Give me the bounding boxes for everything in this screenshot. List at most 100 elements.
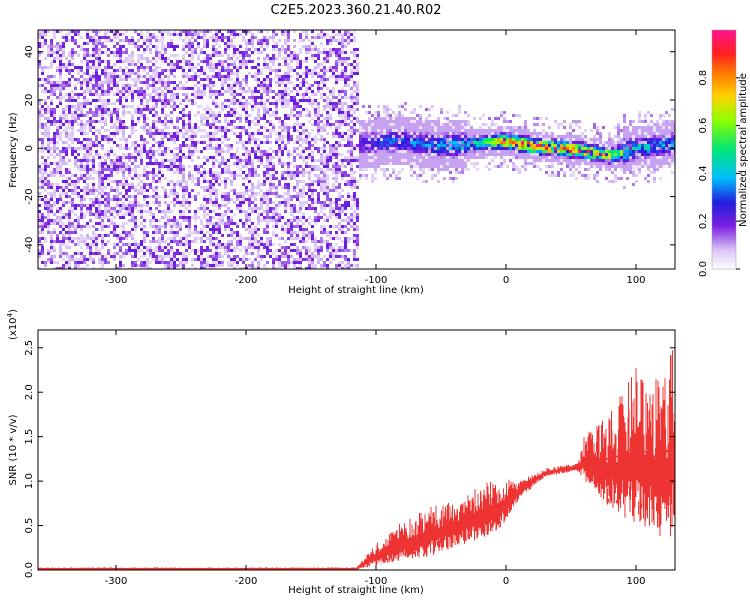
spectrogram-cell: [65, 192, 68, 195]
spectrogram-cell: [209, 174, 212, 177]
spectrogram-cell: [329, 42, 332, 45]
spectrogram-cell: [284, 186, 287, 189]
spectrogram-cell: [143, 165, 146, 168]
spectrogram-cell: [74, 78, 77, 81]
spectrogram-cell: [107, 108, 110, 111]
spectrogram-cell: [347, 75, 350, 78]
spectrogram-cell: [59, 63, 62, 66]
spectrogram-cell: [92, 240, 95, 243]
spectrogram-cell: [71, 120, 74, 123]
spectrogram-cell: [308, 264, 311, 267]
spectrogram-cell: [296, 117, 299, 120]
spectrogram-cell: [179, 222, 182, 225]
spectrogram-cell: [116, 171, 119, 174]
spectrogram-cell: [194, 165, 197, 168]
spectrogram-cell: [332, 90, 335, 93]
spectrogram-cell: [50, 219, 53, 222]
spectrogram-cell: [278, 48, 281, 51]
spectrogram-cell: [266, 39, 269, 42]
spectrogram-cell: [305, 30, 308, 33]
spectrogram-cell: [185, 240, 188, 243]
spectrogram-cell: [191, 126, 194, 129]
spectrogram-cell: [53, 246, 56, 249]
spectrogram-cell: [80, 201, 83, 204]
spectrogram-cell: [215, 195, 218, 198]
spectrogram-cell: [221, 105, 224, 108]
spectrogram-cell: [146, 231, 149, 234]
spectrogram-cell: [260, 84, 263, 87]
spectrogram-cell: [86, 264, 89, 267]
spectrogram-cell: [209, 201, 212, 204]
spectrogram-cell: [185, 144, 188, 147]
spectrogram-cell: [302, 189, 305, 192]
spectrogram-cell: [56, 135, 59, 138]
spectrogram-cell: [194, 240, 197, 243]
spectrogram-cell: [95, 69, 98, 72]
spectrogram-cell: [38, 255, 41, 258]
spectrogram-cell: [62, 237, 65, 240]
spectrogram-cell: [152, 180, 155, 183]
spectrogram-cell: [185, 192, 188, 195]
spectrogram-cell: [224, 192, 227, 195]
spectrogram-cell: [164, 189, 167, 192]
spectrogram-cell: [161, 72, 164, 75]
spectrogram-cell: [164, 240, 167, 243]
spectrogram-cell: [140, 147, 143, 150]
spectrogram-cell: [125, 222, 128, 225]
spectrogram-cell: [119, 51, 122, 54]
spectrogram-cell: [125, 138, 128, 141]
spectrogram-cell: [224, 165, 227, 168]
spectrogram-cell: [131, 177, 134, 180]
spectrogram-cell: [107, 153, 110, 156]
spectrogram-cell: [317, 258, 320, 261]
spectrogram-cell: [299, 180, 302, 183]
spectrogram-cell: [341, 48, 344, 51]
spectrogram-cell: [137, 72, 140, 75]
spectrogram-cell: [164, 132, 167, 135]
spectrogram-cell: [86, 225, 89, 228]
spectrogram-cell: [332, 210, 335, 213]
spectrogram-cell: [119, 144, 122, 147]
spectrogram-cell: [347, 183, 350, 186]
spectrogram-cell: [194, 237, 197, 240]
spectrogram-cell: [287, 162, 290, 165]
spectrogram-cell: [200, 48, 203, 51]
spectrogram-cell: [242, 108, 245, 111]
spectrogram-cell: [80, 60, 83, 63]
spectrogram-cell: [173, 33, 176, 36]
spectrogram-cell: [71, 96, 74, 99]
spectrogram-cell: [137, 201, 140, 204]
spectrogram-cell: [257, 219, 260, 222]
spectrogram-cell: [104, 99, 107, 102]
spectrogram-cell: [329, 36, 332, 39]
spectrogram-cell: [62, 51, 65, 54]
spectrogram-cell: [290, 234, 293, 237]
spectrogram-cell: [266, 171, 269, 174]
spectrogram-cell: [83, 165, 86, 168]
spectrogram-cell: [248, 198, 251, 201]
spectrogram-cell: [257, 78, 260, 81]
spectrogram-cell: [59, 93, 62, 96]
spectrogram-cell: [302, 246, 305, 249]
spectrogram-cell: [212, 189, 215, 192]
spectrogram-cell: [188, 63, 191, 66]
spectrogram-cell: [119, 78, 122, 81]
spectrogram-cell: [362, 129, 365, 132]
spectrogram-cell: [323, 105, 326, 108]
spectrogram-cell: [149, 240, 152, 243]
spectrogram-cell: [320, 171, 323, 174]
spectrogram-cell: [314, 135, 317, 138]
spectrogram-cell: [179, 81, 182, 84]
spectrogram-cell: [344, 114, 347, 117]
spectrogram-cell: [74, 93, 77, 96]
spectrogram-cell: [266, 207, 269, 210]
spectrogram-cell: [341, 96, 344, 99]
spectrogram-cell: [110, 180, 113, 183]
spectrogram-cell: [62, 258, 65, 261]
spectrogram-cell: [158, 180, 161, 183]
spectrogram-cell: [266, 204, 269, 207]
spectrogram-cell: [89, 249, 92, 252]
spectrogram-cell: [278, 156, 281, 159]
spectrogram-cell: [317, 180, 320, 183]
spectrogram-cell: [152, 108, 155, 111]
